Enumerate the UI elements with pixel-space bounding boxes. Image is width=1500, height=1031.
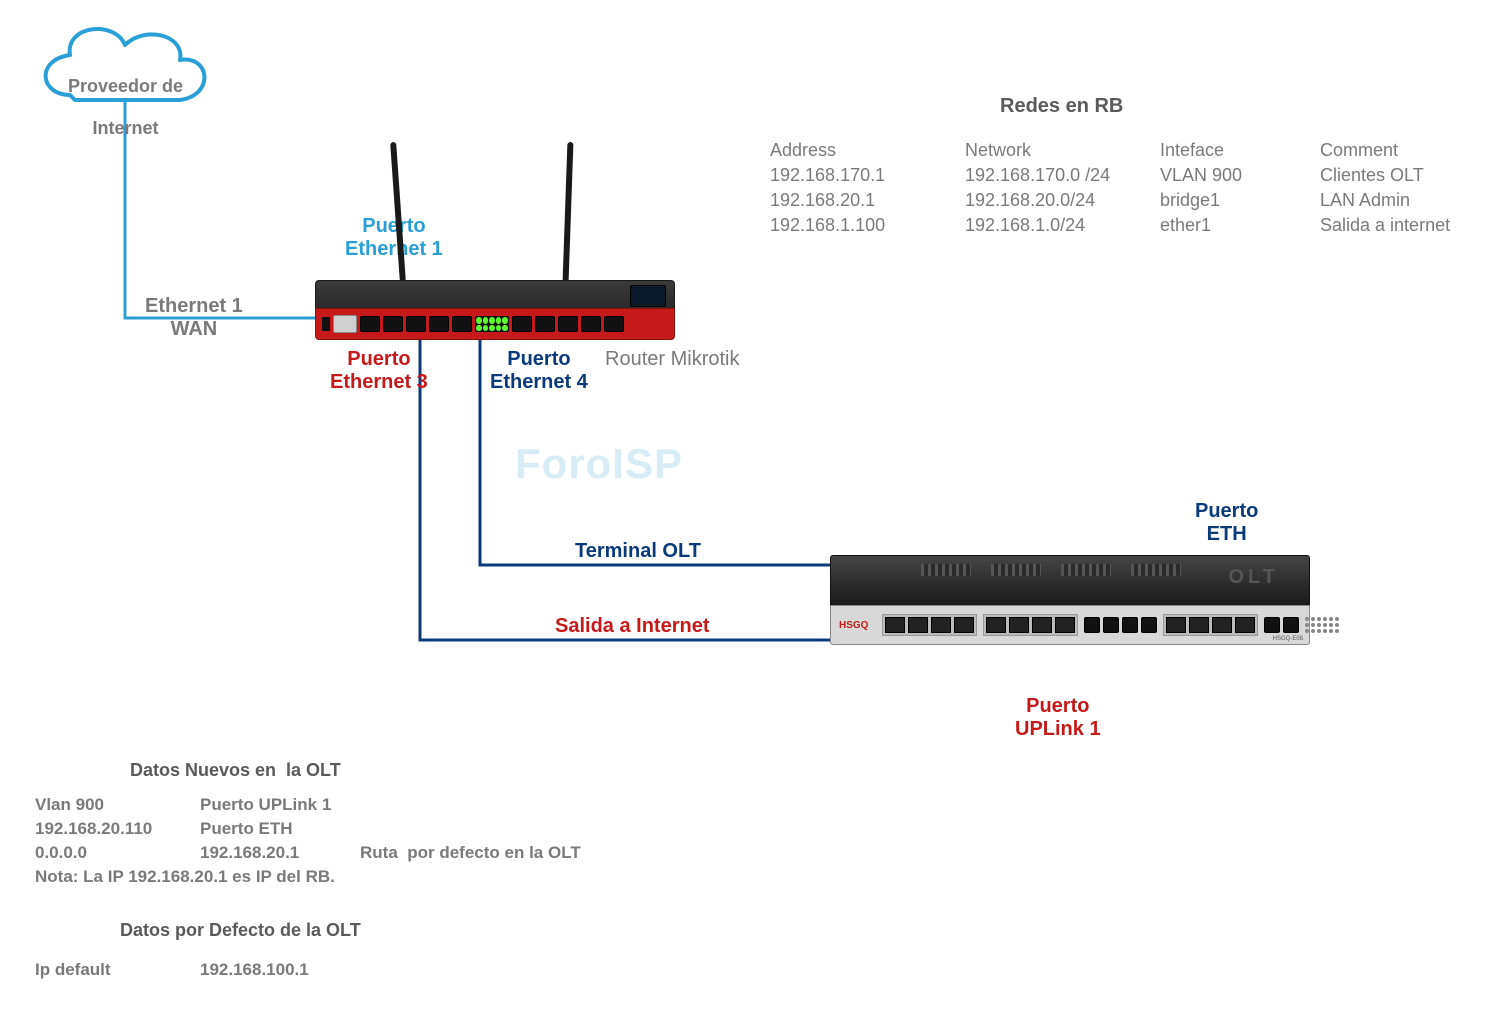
olt-brand: HSGQ: [839, 620, 868, 631]
rb-table-cell: Salida a internet: [1320, 215, 1450, 236]
olt-notes-cell: 192.168.20.110: [35, 819, 152, 839]
eth-port-icon: [360, 316, 380, 332]
label-puerto-uplink1: Puerto UPLink 1: [1015, 695, 1101, 741]
rb-table-header: Comment: [1320, 140, 1398, 161]
eth-port-icon: [604, 316, 624, 332]
rb-table-cell: 192.168.20.0/24: [965, 190, 1095, 211]
pon-port-group: [882, 614, 977, 636]
eth-port-icon: [535, 316, 555, 332]
watermark: ForoISP: [515, 440, 683, 488]
led-panel-icon: [475, 316, 509, 332]
olt-default-cell: 192.168.100.1: [200, 960, 309, 980]
pon-port-group: [983, 614, 1078, 636]
olt-notes-title1: Datos Nuevos en la OLT: [130, 760, 341, 781]
olt-notes-cell: Puerto ETH: [200, 819, 293, 839]
eth-port-icon: [581, 316, 601, 332]
rb-table-cell: VLAN 900: [1160, 165, 1242, 186]
label-eth1-wan: Ethernet 1 WAN: [145, 295, 243, 341]
rb-table-cell: LAN Admin: [1320, 190, 1410, 211]
olt-default-cell: Ip default: [35, 960, 111, 980]
olt-notes-cell: Ruta por defecto en la OLT: [360, 843, 581, 863]
router-mikrotik: [315, 280, 675, 340]
rb-table-cell: Clientes OLT: [1320, 165, 1424, 186]
label-router: Router Mikrotik: [605, 348, 739, 371]
rb-table-cell: 192.168.1.100: [770, 215, 885, 236]
label-puerto-eth4: Puerto Ethernet 4: [490, 348, 588, 394]
olt-notes-cell: Puerto UPLink 1: [200, 795, 331, 815]
rb-table-cell: 192.168.1.0/24: [965, 215, 1085, 236]
rb-table-cell: 192.168.20.1: [770, 190, 875, 211]
label-puerto-eth3: Puerto Ethernet 3: [330, 348, 428, 394]
rb-table-cell: bridge1: [1160, 190, 1220, 211]
uplink-port-group: [1084, 617, 1157, 633]
antenna-icon: [390, 142, 406, 282]
olt-device: OLT HSGQ HSGQ-E08: [830, 555, 1310, 645]
router-lcd: [630, 285, 666, 307]
eth-port-icon: [452, 316, 472, 332]
rb-table-cell: 192.168.170.1: [770, 165, 885, 186]
rb-table-header: Address: [770, 140, 836, 161]
mgmt-port-group: [1264, 617, 1299, 633]
label-terminal-olt: Terminal OLT: [575, 540, 701, 563]
label-puerto-eth1: Puerto Ethernet 1: [345, 215, 443, 261]
eth-port-icon: [406, 316, 426, 332]
olt-notes-cell: 0.0.0.0: [35, 843, 87, 863]
olt-notes-cell: Nota: La IP 192.168.20.1 es IP del RB.: [35, 867, 335, 887]
usb-port-icon: [322, 317, 330, 331]
rb-table-header: Inteface: [1160, 140, 1224, 161]
eth-port-icon: [383, 316, 403, 332]
rb-table-cell: 192.168.170.0 /24: [965, 165, 1110, 186]
rb-table-title: Redes en RB: [1000, 95, 1123, 118]
eth-port-icon: [558, 316, 578, 332]
olt-notes-title2: Datos por Defecto de la OLT: [120, 920, 361, 941]
olt-led-panel: [1305, 617, 1339, 633]
uplink-sfp-group: [1163, 614, 1258, 636]
rb-table-cell: ether1: [1160, 215, 1211, 236]
olt-notes-cell: 192.168.20.1: [200, 843, 299, 863]
label-salida-internet: Salida a Internet: [555, 615, 710, 638]
eth-port-icon: [512, 316, 532, 332]
antenna-icon: [563, 142, 574, 282]
rb-table-header: Network: [965, 140, 1031, 161]
olt-notes-cell: Vlan 900: [35, 795, 104, 815]
olt-text: OLT: [1228, 566, 1279, 589]
eth-port-icon: [429, 316, 449, 332]
olt-model: HSGQ-E08: [1273, 636, 1303, 642]
sfp-port-icon: [333, 315, 357, 333]
cloud-label: Proveedor de Internet: [58, 55, 183, 139]
label-puerto-eth-olt: Puerto ETH: [1195, 500, 1258, 546]
